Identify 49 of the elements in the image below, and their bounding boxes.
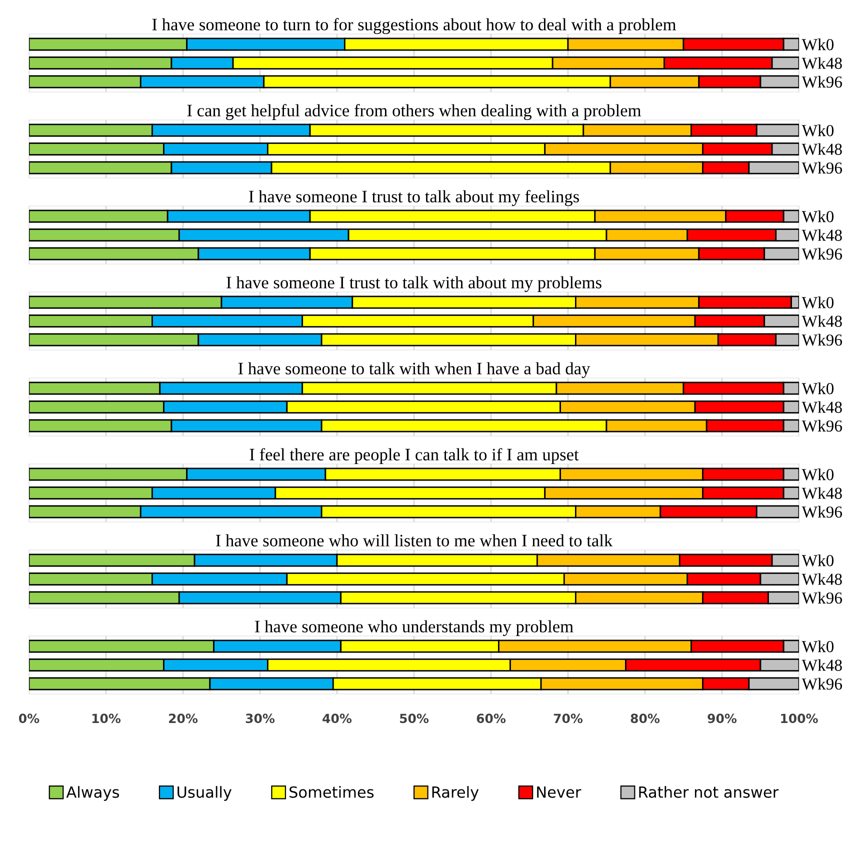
x-tick-label: 50% bbox=[400, 714, 429, 724]
chart-title: I feel there are people I can talk to if I am upset bbox=[250, 448, 579, 464]
y-tick-label: Wk96 bbox=[802, 678, 842, 690]
y-tick-label: Wk96 bbox=[802, 76, 842, 88]
y-tick-label: Wk48 bbox=[802, 229, 842, 242]
x-tick-label: 40% bbox=[322, 714, 352, 724]
x-tick-label: 100% bbox=[781, 714, 818, 724]
y-tick-label: Wk0 bbox=[802, 468, 834, 480]
y-tick-label: Wk96 bbox=[802, 506, 842, 518]
chart-title: I have someone I trust to talk with about my problems bbox=[226, 276, 602, 292]
y-tick-label: Wk96 bbox=[802, 334, 842, 346]
chart-title: I have someone to talk with when I have a bad day bbox=[238, 362, 590, 378]
y-tick-label: Wk48 bbox=[802, 659, 842, 672]
chart-title: I have someone to turn to for suggestions about how to deal with a problem bbox=[152, 18, 676, 34]
y-tick-label: Wk96 bbox=[802, 592, 842, 604]
y-tick-label: Wk48 bbox=[802, 143, 842, 156]
chart-title: I have someone I trust to talk about my feelings bbox=[249, 190, 579, 206]
y-tick-label: Wk0 bbox=[802, 296, 834, 308]
legend-label: Rarely bbox=[432, 786, 479, 801]
y-tick-label: Wk0 bbox=[802, 210, 834, 222]
y-tick-label: Wk0 bbox=[802, 382, 834, 394]
y-tick-label: Wk96 bbox=[802, 248, 842, 260]
x-tick-label: 80% bbox=[630, 714, 660, 724]
y-tick-label: Wk48 bbox=[802, 487, 842, 500]
chart-title: I can get helpful advice from others when dealing with a problem bbox=[187, 104, 642, 120]
legend-label: Usually bbox=[178, 786, 232, 801]
legend-label: Sometimes bbox=[290, 786, 374, 798]
x-tick-label: 70% bbox=[554, 714, 583, 724]
y-tick-label: Wk48 bbox=[802, 315, 842, 328]
legend-label: Rather not answer bbox=[639, 786, 779, 798]
y-tick-label: Wk0 bbox=[802, 38, 834, 50]
x-tick-label: 90% bbox=[708, 714, 737, 724]
y-tick-label: Wk48 bbox=[802, 401, 842, 414]
x-tick-label: 30% bbox=[246, 714, 275, 724]
x-tick-label: 20% bbox=[169, 714, 198, 724]
chart-title: I have someone who will listen to me when I need to talk bbox=[216, 534, 613, 546]
y-tick-label: Wk48 bbox=[802, 573, 842, 586]
y-tick-label: Wk0 bbox=[802, 124, 834, 136]
y-tick-label: Wk0 bbox=[802, 640, 834, 652]
chart-title: I have someone who understands my problem bbox=[255, 620, 574, 636]
legend-label: Never bbox=[537, 786, 582, 798]
y-tick-label: Wk48 bbox=[802, 57, 842, 70]
x-tick-label: 10% bbox=[92, 714, 121, 724]
y-tick-label: Wk96 bbox=[802, 420, 842, 432]
legend-label: Always bbox=[66, 786, 119, 801]
x-tick-label: 60% bbox=[476, 714, 506, 724]
y-tick-label: Wk0 bbox=[802, 554, 834, 566]
x-tick-label: 0% bbox=[18, 714, 40, 724]
y-tick-label: Wk96 bbox=[802, 162, 842, 174]
